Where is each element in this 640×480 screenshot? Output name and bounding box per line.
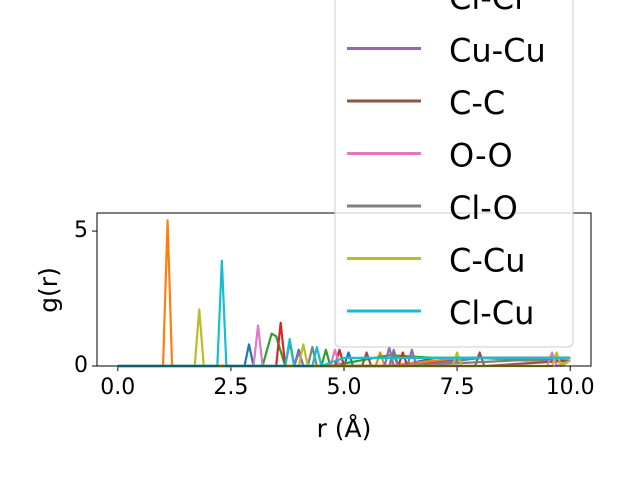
legend-label: Cl-Cu bbox=[449, 294, 534, 332]
legend-label: C-Cu bbox=[449, 242, 526, 280]
legend-label: Cl-O bbox=[449, 189, 518, 227]
legend-label: Cl-Cl bbox=[449, 0, 523, 17]
y-tick-label: 5 bbox=[74, 218, 88, 243]
x-tick-label: 0.0 bbox=[100, 375, 135, 400]
legend-box bbox=[334, 0, 574, 348]
x-tick-label: 7.5 bbox=[440, 375, 475, 400]
x-tick-label: 5.0 bbox=[327, 375, 362, 400]
y-axis-label: g(r) bbox=[34, 267, 63, 313]
x-tick-label: 10.0 bbox=[546, 375, 595, 400]
legend-label: C-C bbox=[449, 84, 505, 122]
data-line bbox=[117, 259, 571, 368]
y-tick-label: 0 bbox=[74, 353, 88, 378]
x-axis-label: r (Å) bbox=[317, 414, 372, 443]
x-tick-label: 2.5 bbox=[213, 375, 248, 400]
legend-label: O-O bbox=[449, 137, 513, 175]
legend-label: Cu-Cu bbox=[449, 32, 546, 70]
